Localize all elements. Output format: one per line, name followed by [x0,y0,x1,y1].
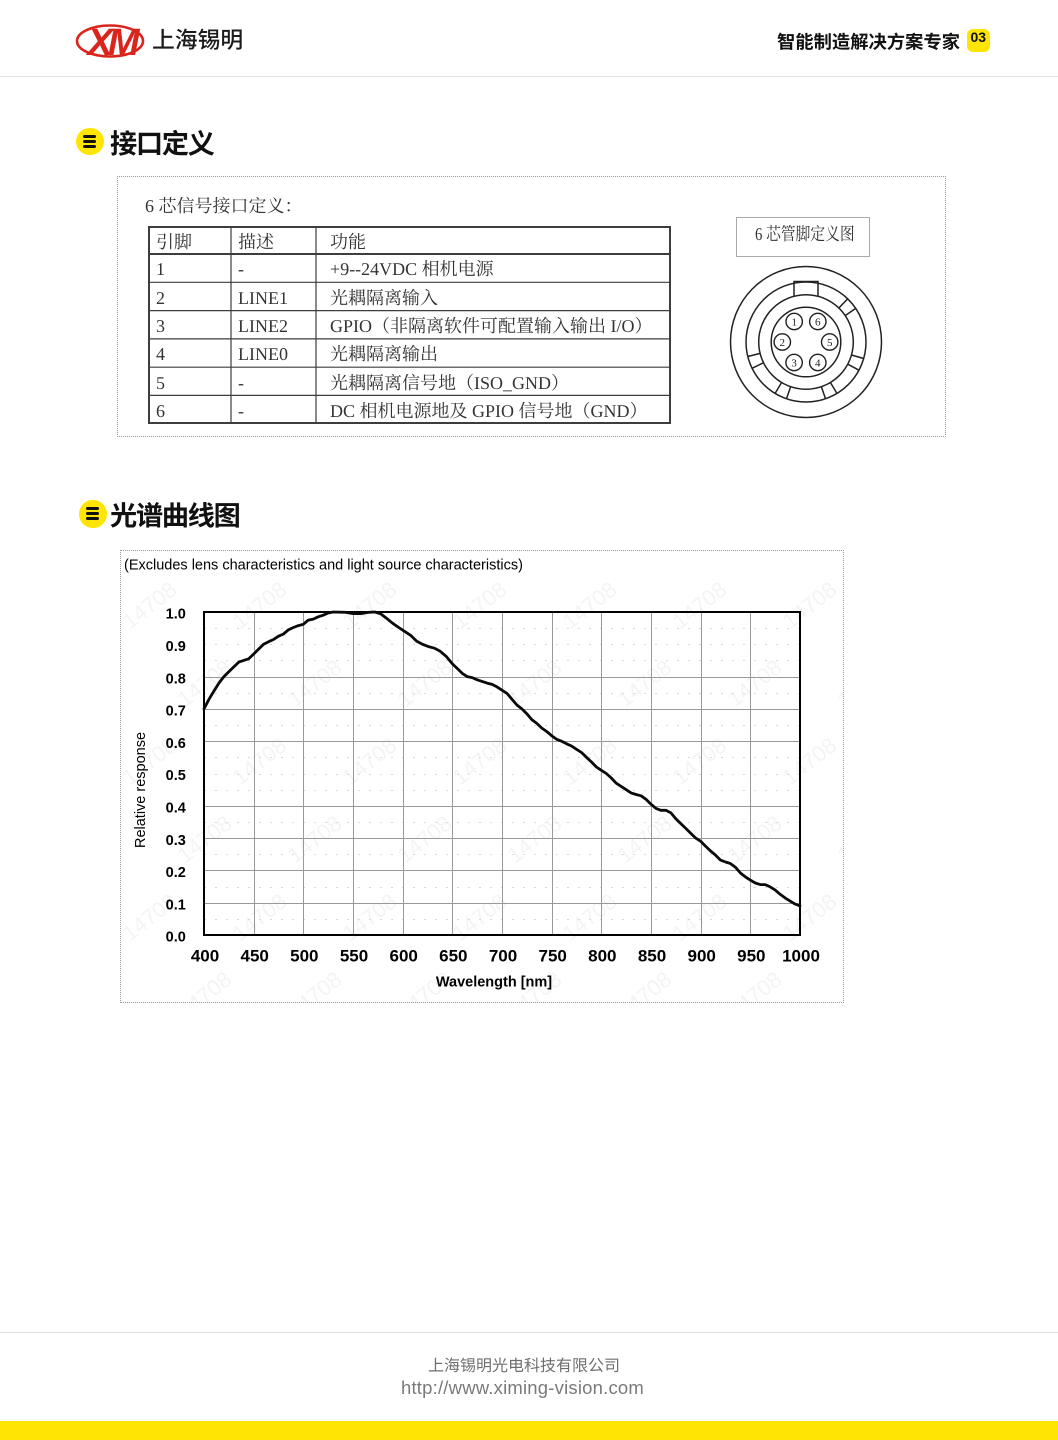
svg-text:550: 550 [340,947,368,966]
svg-text:14708: 14708 [723,811,787,868]
svg-text:14708: 14708 [448,889,512,946]
svg-text:14708: 14708 [120,967,126,1003]
svg-text:800: 800 [588,947,616,966]
svg-text:750: 750 [539,947,567,966]
svg-text:400: 400 [191,947,219,966]
svg-text:950: 950 [737,947,765,966]
svg-text:0.8: 0.8 [166,671,186,687]
svg-text:14708: 14708 [723,655,787,712]
svg-text:14708: 14708 [833,967,844,1003]
svg-text:5: 5 [827,337,833,349]
svg-text:2: 2 [780,337,786,349]
svg-text:14708: 14708 [668,577,732,634]
svg-text:14708: 14708 [120,811,126,868]
svg-text:14708: 14708 [778,577,842,634]
svg-text:650: 650 [439,947,467,966]
svg-text:14708: 14708 [613,811,677,868]
svg-text:0.7: 0.7 [166,704,186,720]
svg-text:14708: 14708 [503,655,567,712]
svg-text:6: 6 [815,316,821,328]
svg-text:0.6: 0.6 [166,736,186,752]
svg-text:14708: 14708 [173,967,237,1003]
svg-text:14708: 14708 [778,889,842,946]
svg-text:14708: 14708 [228,889,292,946]
svg-text:700: 700 [489,947,517,966]
svg-text:3: 3 [791,357,797,369]
svg-text:Wavelength [nm]: Wavelength [nm] [436,975,552,991]
svg-text:14708: 14708 [393,655,457,712]
svg-text:14708: 14708 [723,967,787,1003]
svg-text:0.3: 0.3 [166,833,186,849]
svg-text:(Excludes lens characteristics: (Excludes lens characteristics and light… [124,558,523,574]
svg-text:14708: 14708 [613,967,677,1003]
svg-text:14708: 14708 [228,577,292,634]
svg-text:14708: 14708 [613,655,677,712]
svg-text:4: 4 [815,357,821,369]
svg-text:14708: 14708 [503,811,567,868]
svg-text:14708: 14708 [283,811,347,868]
svg-text:14708: 14708 [558,889,622,946]
svg-text:0.5: 0.5 [166,768,186,784]
svg-text:14708: 14708 [283,967,347,1003]
svg-text:0.4: 0.4 [166,801,186,817]
svg-text:14708: 14708 [283,655,347,712]
svg-text:850: 850 [638,947,666,966]
svg-text:900: 900 [688,947,716,966]
svg-text:0.2: 0.2 [166,865,186,881]
svg-text:1.0: 1.0 [166,607,186,623]
svg-text:14708: 14708 [448,577,512,634]
svg-text:Relative response: Relative response [133,732,149,848]
svg-text:14708: 14708 [833,811,844,868]
svg-text:14708: 14708 [120,655,126,712]
svg-text:600: 600 [390,947,418,966]
svg-text:1000: 1000 [782,947,820,966]
svg-text:14708: 14708 [833,655,844,712]
svg-text:14708: 14708 [393,811,457,868]
svg-text:450: 450 [241,947,269,966]
svg-text:500: 500 [290,947,318,966]
svg-text:0.0: 0.0 [166,930,186,946]
svg-text:14708: 14708 [668,889,732,946]
svg-text:14708: 14708 [558,577,622,634]
svg-text:14708: 14708 [338,577,402,634]
svg-text:14708: 14708 [338,889,402,946]
svg-text:14708: 14708 [120,577,181,634]
svg-text:0.9: 0.9 [166,639,186,655]
svg-text:0.1: 0.1 [166,897,186,913]
svg-text:1: 1 [791,316,797,328]
